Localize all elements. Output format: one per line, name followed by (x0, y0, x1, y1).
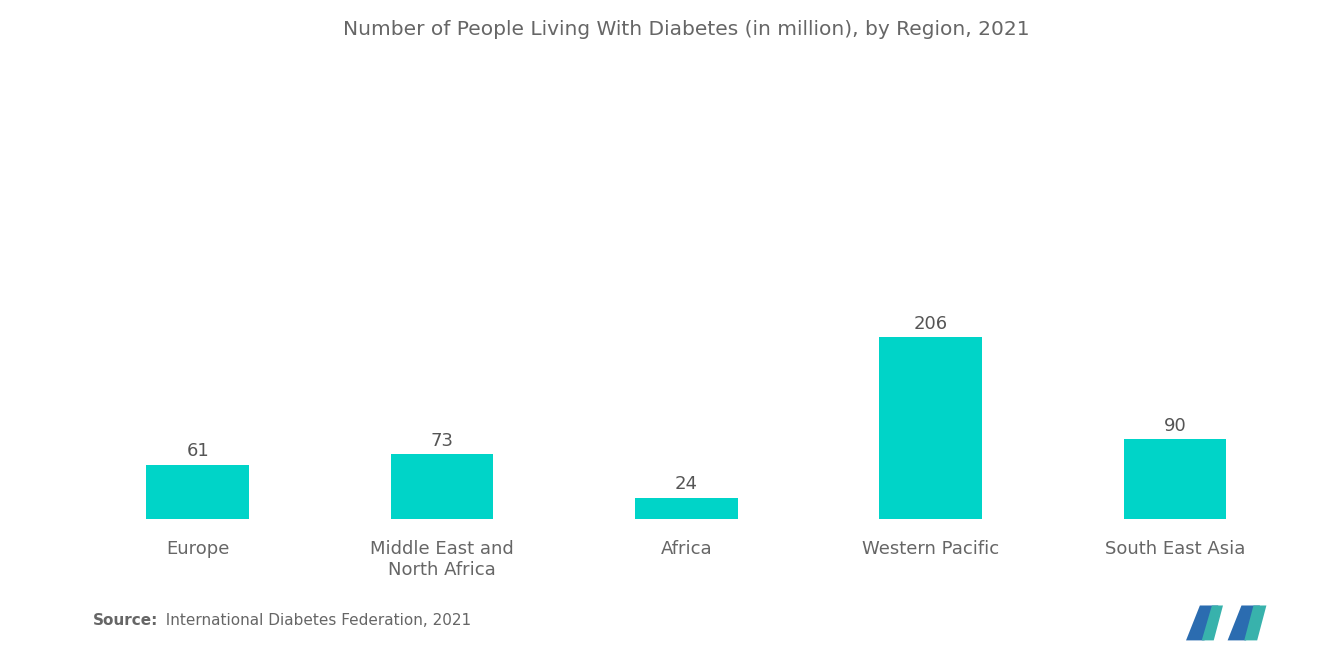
Text: 24: 24 (675, 475, 698, 493)
Polygon shape (1228, 605, 1259, 640)
Text: 73: 73 (430, 432, 454, 450)
Text: Source:: Source: (92, 613, 158, 628)
Bar (391, 454, 494, 519)
Text: 206: 206 (913, 315, 948, 332)
Polygon shape (1201, 605, 1222, 640)
Bar (635, 497, 738, 519)
Polygon shape (1245, 605, 1266, 640)
Text: 61: 61 (186, 442, 209, 460)
Bar (147, 465, 249, 519)
Text: 90: 90 (1164, 417, 1187, 435)
Bar (879, 337, 982, 519)
Title: Number of People Living With Diabetes (in million), by Region, 2021: Number of People Living With Diabetes (i… (343, 20, 1030, 39)
Polygon shape (1185, 605, 1218, 640)
Text: International Diabetes Federation, 2021: International Diabetes Federation, 2021 (156, 613, 471, 628)
Bar (1123, 440, 1226, 519)
